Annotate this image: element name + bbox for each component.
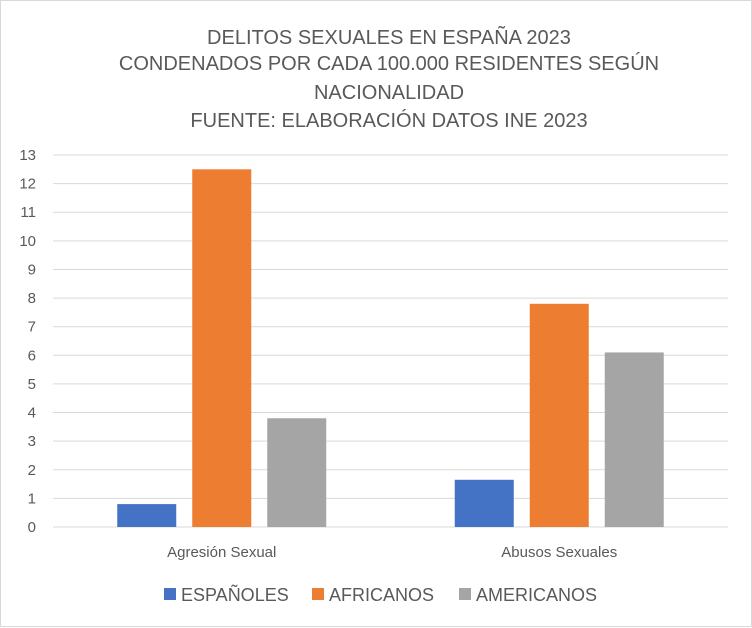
chart-title-line: NACIONALIDAD [314, 82, 464, 104]
x-category-label: Agresión Sexual [167, 544, 276, 561]
chart-title-line: FUENTE: ELABORACIÓN DATOS INE 2023 [190, 109, 587, 132]
y-tick-label: 10 [19, 233, 36, 250]
bar-americanos-1 [267, 418, 327, 527]
bars [117, 169, 664, 528]
bar-americanos-2 [604, 352, 664, 527]
chart-title: DELITOS SEXUALES EN ESPAÑA 2023 CONDENADO… [119, 25, 659, 132]
y-tick-label: 9 [28, 261, 36, 278]
chart-title-line: DELITOS SEXUALES EN ESPAÑA 2023 [207, 25, 571, 49]
y-tick-label: 11 [20, 204, 36, 221]
legend-swatch [459, 588, 471, 600]
x-category-label: Abusos Sexuales [501, 544, 617, 561]
y-tick-label: 3 [28, 433, 36, 450]
y-tick-label: 2 [28, 462, 36, 479]
bar-africanos-2 [529, 303, 589, 527]
y-tick-label: 7 [28, 319, 36, 336]
y-tick-label: 0 [28, 519, 36, 536]
chart-title-line: CONDENADOS POR CADA 100.000 RESIDENTES S… [119, 52, 659, 75]
bar-españoles-2 [454, 479, 514, 527]
gridlines [53, 154, 728, 528]
y-tick-label: 13 [19, 147, 36, 164]
legend-label: AFRICANOS [329, 585, 434, 605]
bar-españoles-1 [117, 504, 177, 527]
y-tick-label: 6 [28, 347, 36, 364]
legend: ESPAÑOLES AFRICANOS AMERICANOS [164, 584, 597, 605]
y-tick-label: 1 [28, 490, 36, 507]
legend-label: AMERICANOS [476, 585, 597, 605]
legend-swatch [312, 588, 324, 600]
y-tick-label: 12 [19, 176, 36, 193]
y-tick-label: 8 [28, 290, 36, 307]
legend-swatch [164, 588, 176, 600]
y-tick-label: 5 [28, 376, 36, 393]
y-tick-label: 4 [28, 405, 36, 422]
legend-label: ESPAÑOLES [181, 584, 289, 605]
x-axis-categories: Agresión Sexual Abusos Sexuales [167, 544, 617, 561]
bar-africanos-1 [192, 169, 252, 528]
